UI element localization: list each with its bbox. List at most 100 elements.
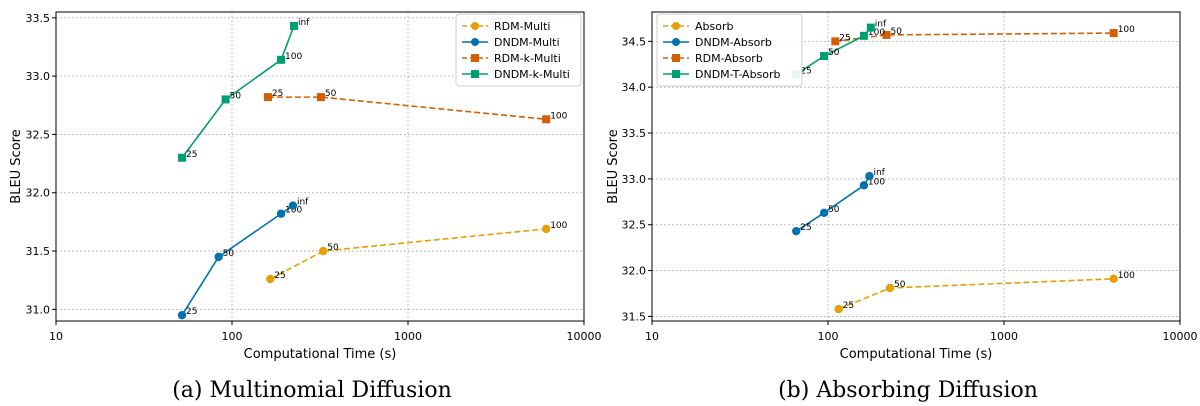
series-rdm-k-multi: 25 50 100 <box>263 89 568 124</box>
data-point <box>221 95 230 104</box>
y-tick-label: 32.5 <box>622 219 647 232</box>
plot-frame <box>55 11 585 322</box>
data-label: 100 <box>1118 25 1135 35</box>
data-label: 50 <box>325 89 337 99</box>
y-axis-label: BLEU Score <box>9 129 24 203</box>
data-label: 100 <box>285 206 302 216</box>
series-line <box>835 32 1114 43</box>
data-point <box>542 224 551 234</box>
legend-entry-label: DNDM-k-Multi <box>494 68 570 81</box>
legend-entry-label: RDM-k-Multi <box>494 52 561 65</box>
data-label: 25 <box>186 307 197 317</box>
chart-multinomial-diffusion: 10 100 1000 10000 31.0 31.5 32.0 32.5 33.0 33.5 Co… <box>9 11 602 403</box>
data-label: 25 <box>843 301 854 311</box>
data-label: 50 <box>891 27 903 37</box>
data-point <box>831 37 840 46</box>
series-line <box>267 96 547 121</box>
data-point <box>1109 274 1118 284</box>
legend-marker <box>471 38 479 46</box>
x-axis-label: Computational Time (s) <box>244 347 397 362</box>
data-label: inf <box>298 18 310 28</box>
data-point <box>820 52 829 61</box>
legend-entry-label: RDM-Absorb <box>695 52 763 65</box>
data-label: 50 <box>894 280 906 290</box>
legend-marker <box>471 70 479 78</box>
data-label: 25 <box>839 33 850 43</box>
series-absorb: 25 50 100 <box>834 271 1135 314</box>
data-point <box>542 115 551 124</box>
legend-entry-label: DNDM-Absorb <box>695 36 772 49</box>
x-tick-label: 100 <box>222 330 243 343</box>
x-tick-label: 100 <box>818 330 839 343</box>
data-point <box>819 208 829 218</box>
data-label: 25 <box>272 89 283 99</box>
x-tick-label: 1000 <box>394 330 422 343</box>
y-tick-label: 31.5 <box>26 245 51 258</box>
data-label: 100 <box>285 52 302 62</box>
y-tick-label: 33.0 <box>26 70 51 83</box>
data-label: 100 <box>550 111 567 121</box>
series-line <box>181 204 294 316</box>
data-point <box>882 30 891 39</box>
data-label: 50 <box>828 48 840 58</box>
legend-marker <box>471 54 479 62</box>
data-label: 25 <box>800 66 811 76</box>
legend-entry-label: DNDM-Multi <box>494 36 560 49</box>
data-label: 50 <box>223 249 235 259</box>
data-point <box>214 252 223 262</box>
data-label: 50 <box>327 243 339 253</box>
series-line <box>181 25 295 159</box>
data-label: 25 <box>186 150 197 160</box>
data-point <box>177 310 187 320</box>
data-point <box>289 21 298 30</box>
data-label: 100 <box>550 221 567 231</box>
y-tick-label: 33.5 <box>622 127 647 140</box>
x-tick-label: 10000 <box>1163 330 1198 343</box>
legend-marker <box>672 54 680 62</box>
series-line <box>795 27 872 76</box>
chart-absorbing-diffusion: 10 100 1000 10000 31.5 32.0 32.5 33.0 33.5 34.0 34… <box>606 11 1198 403</box>
data-label: inf <box>297 198 309 208</box>
legend-entry-label: DNDM-T-Absorb <box>695 68 781 81</box>
data-point <box>316 93 325 102</box>
data-label: 100 <box>868 28 885 38</box>
data-point <box>263 93 272 102</box>
data-point <box>859 181 869 190</box>
y-tick-label: 31.0 <box>26 303 51 316</box>
x-axis-label: Computational Time (s) <box>840 347 993 362</box>
x-tick-label: 10000 <box>567 330 602 343</box>
legend-entry-label: RDM-Multi <box>494 20 550 33</box>
y-tick-label: 32.5 <box>26 128 51 141</box>
data-point <box>1109 29 1118 38</box>
plot-frame <box>651 11 1181 322</box>
data-label: 100 <box>1118 271 1135 281</box>
data-point <box>266 274 275 284</box>
data-point <box>866 23 875 32</box>
y-tick-label: 33.0 <box>622 173 647 186</box>
data-point <box>288 201 298 210</box>
y-tick-label: 32.0 <box>622 265 647 278</box>
y-tick-label: 33.5 <box>26 12 51 25</box>
y-tick-label: 32.0 <box>26 187 51 200</box>
data-label: 25 <box>274 271 285 281</box>
legend: Absorb DNDM-Absorb RDM-Absorb DNDM-T-Absorb <box>656 13 803 87</box>
data-label: 100 <box>868 177 885 187</box>
legend-box <box>455 13 582 87</box>
legend-marker <box>672 38 680 46</box>
y-tick-label: 31.5 <box>622 310 647 323</box>
data-point <box>276 209 286 218</box>
data-point <box>178 153 187 162</box>
data-label: inf <box>873 168 885 178</box>
legend-marker <box>672 22 680 30</box>
series-rdm-multi: 25 50 100 <box>266 221 568 284</box>
y-tick-label: 34.0 <box>622 81 647 94</box>
series-rdm-absorb: 25 50 100 <box>831 25 1135 46</box>
legend-marker <box>672 70 680 78</box>
y-tick-label: 34.5 <box>622 35 647 48</box>
data-point <box>792 226 801 236</box>
data-point <box>859 31 868 40</box>
figure-caption: (a) Multinomial Diffusion <box>172 378 452 403</box>
